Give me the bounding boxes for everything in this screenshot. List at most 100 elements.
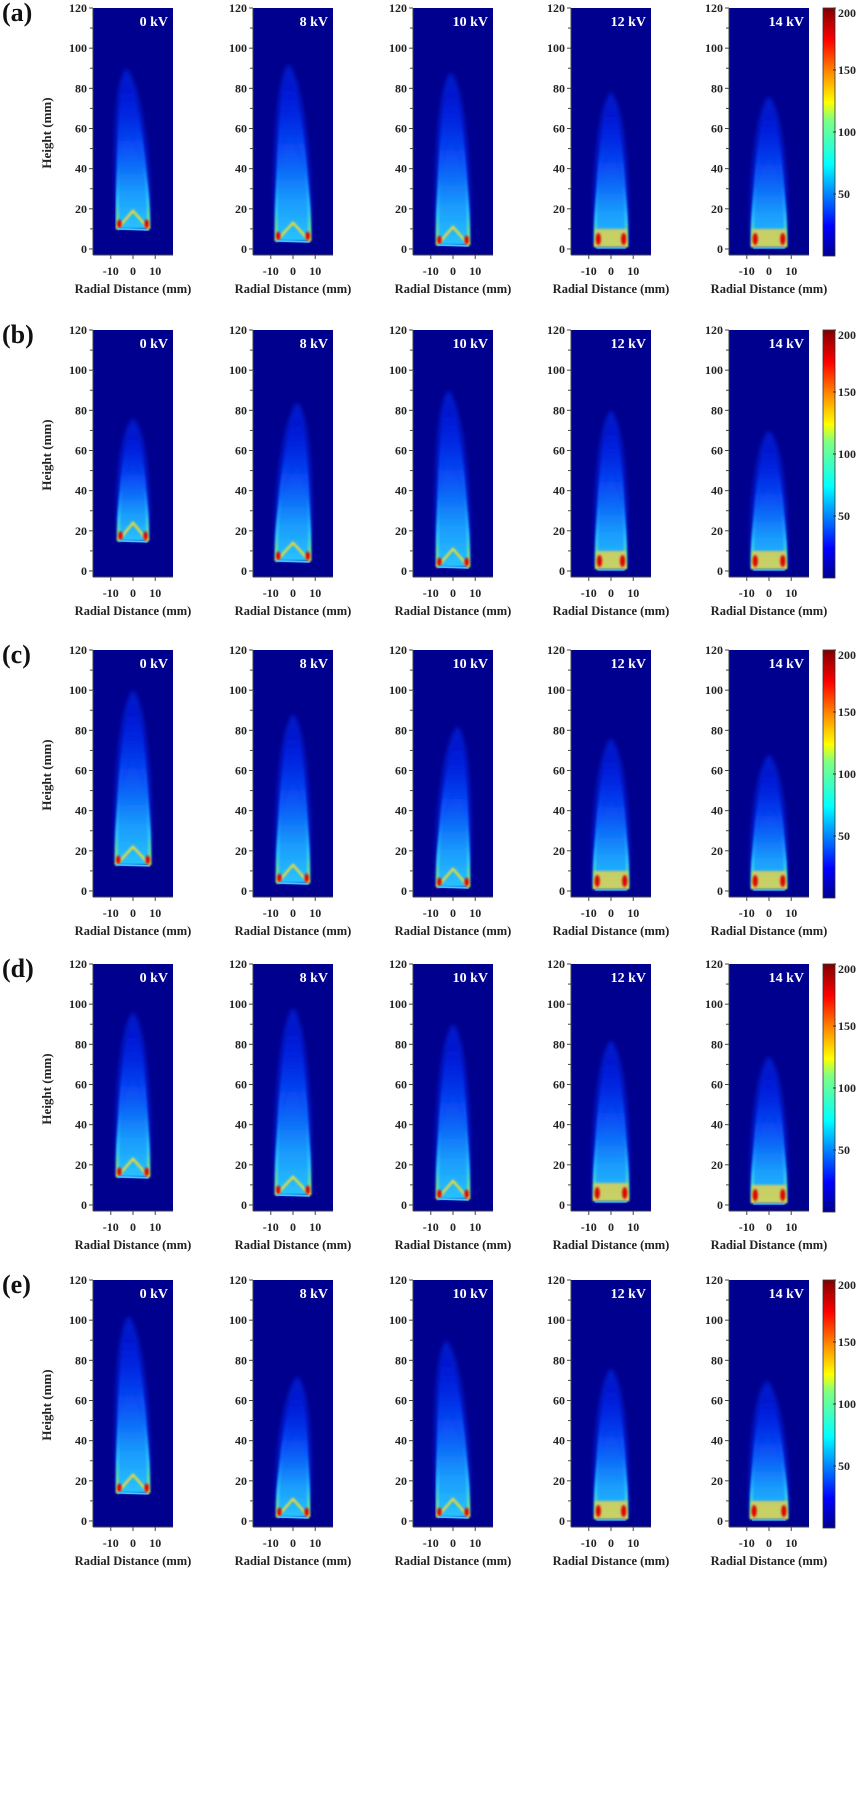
- x-axis-label: Radial Distance (mm): [75, 1238, 192, 1252]
- y-tick-label: 80: [75, 81, 87, 95]
- x-tick-label: 0: [608, 1220, 614, 1234]
- flame: [592, 738, 630, 891]
- y-tick-label: 100: [389, 997, 407, 1011]
- y-tick-label: 120: [229, 957, 247, 971]
- flame: [750, 754, 788, 891]
- flame-heatmap: 0 20 40 60 80 100 120 -10 0 10 0 kV Radial Distance…: [69, 643, 191, 938]
- flame-heatmap: 0 20 40 60 80 100 120 -10 0 10 12 kV Radial Distanc…: [547, 323, 669, 618]
- colorbar-tick-label: 200: [838, 962, 856, 976]
- y-tick-label: 20: [395, 1474, 407, 1488]
- y-tick-label: 120: [389, 957, 407, 971]
- x-axis-label: Radial Distance (mm): [395, 1238, 512, 1252]
- y-tick-label: 100: [229, 363, 247, 377]
- colorbar-tick-label: 150: [838, 63, 856, 77]
- x-tick-label: -10: [103, 1536, 119, 1550]
- y-tick-label: 60: [553, 763, 565, 777]
- y-tick-label: 100: [229, 1313, 247, 1327]
- y-tick-label: 0: [559, 564, 565, 578]
- flame: [593, 92, 629, 249]
- y-tick-label: 60: [711, 1077, 723, 1091]
- colorbar-tick-label: 50: [838, 1459, 850, 1473]
- flame: [435, 72, 471, 247]
- x-axis-label: Radial Distance (mm): [235, 1554, 352, 1568]
- flame-heatmap: 0 20 40 60 80 100 120 -10 0 10 12 kV Radial Distanc…: [547, 1273, 669, 1568]
- flame-heatmap: 0 20 40 60 80 100 120 -10 0 10 8 kV Radial Distance…: [229, 1, 351, 296]
- voltage-label: 8 kV: [300, 337, 328, 352]
- flame-heatmap: 0 20 40 60 80 100 120 -10 0 10 10 kV Radial Distanc…: [389, 323, 512, 618]
- y-tick-label: 120: [705, 957, 723, 971]
- colorbar-tick-label: 200: [838, 648, 856, 662]
- x-tick-label: 0: [290, 1536, 296, 1550]
- y-tick-label: 40: [235, 484, 247, 498]
- voltage-label: 8 kV: [300, 971, 328, 986]
- x-axis-label: Radial Distance (mm): [395, 924, 512, 938]
- y-tick-label: 100: [705, 363, 723, 377]
- y-tick-label: 80: [553, 403, 565, 417]
- y-tick-label: 60: [711, 443, 723, 457]
- x-tick-label: -10: [739, 586, 755, 600]
- axes: [89, 7, 173, 259]
- flame-panel: 0 20 40 60 80 100 120 -10 0 10 10 kV Radial Distanc…: [360, 0, 520, 310]
- y-tick-label: 120: [389, 1, 407, 15]
- y-tick-label: 80: [395, 1037, 407, 1051]
- x-axis-label: Radial Distance (mm): [395, 604, 512, 618]
- y-tick-label: 40: [553, 1118, 565, 1132]
- x-tick-label: -10: [103, 264, 119, 278]
- y-tick-label: 0: [81, 564, 87, 578]
- y-tick-label: 100: [69, 363, 87, 377]
- flame-panel: 0 20 40 60 80 100 120 -10 0 10 8 kV Radial Distance…: [200, 0, 360, 310]
- y-tick-label: 40: [711, 1434, 723, 1448]
- x-tick-label: -10: [739, 1220, 755, 1234]
- colorbar-tick-label: 200: [838, 328, 856, 342]
- x-tick-label: 0: [766, 586, 772, 600]
- axes: [89, 1279, 173, 1531]
- colorbar: 50 100 150 200: [822, 6, 856, 257]
- x-axis-label: Radial Distance (mm): [553, 924, 670, 938]
- x-axis-label: Radial Distance (mm): [711, 1238, 828, 1252]
- y-tick-label: 20: [553, 1158, 565, 1172]
- x-axis-label: Radial Distance (mm): [711, 282, 828, 296]
- x-tick-label: 10: [469, 1536, 481, 1550]
- y-tick-label: 40: [235, 1118, 247, 1132]
- axes: [249, 1279, 333, 1531]
- y-tick-label: 20: [235, 1158, 247, 1172]
- flame: [116, 418, 150, 543]
- x-tick-label: 0: [130, 906, 136, 920]
- x-tick-label: -10: [581, 1536, 597, 1550]
- flame-panel: 0 20 40 60 80 100 120 -10 0 10 8 kV Radial Distance…: [200, 956, 360, 1266]
- y-tick-label: 100: [389, 1313, 407, 1327]
- y-tick-label: 20: [711, 202, 723, 216]
- colorbar-tick-label: 150: [838, 1019, 856, 1033]
- flame-panel: 0 20 40 60 80 100 120 -10 0 10 14 kV Radial Distanc…: [676, 642, 836, 952]
- flame-panel: 0 20 40 60 80 100 120 -10 0 10 14 kV Radial Distanc…: [676, 1272, 836, 1582]
- x-tick-label: 0: [608, 264, 614, 278]
- y-tick-label: 0: [717, 242, 723, 256]
- x-tick-label: 0: [130, 1536, 136, 1550]
- y-tick-label: 60: [395, 443, 407, 457]
- flame-panel: 0 20 40 60 80 100 120 -10 0 10 0 kV Radial Distance…: [40, 0, 200, 310]
- x-tick-label: 10: [785, 906, 797, 920]
- x-axis-label: Radial Distance (mm): [553, 1238, 670, 1252]
- x-tick-label: -10: [263, 264, 279, 278]
- flame-heatmap: 0 20 40 60 80 100 120 -10 0 10 12 kV Radial Distanc…: [547, 957, 670, 1252]
- y-tick-label: 100: [69, 1313, 87, 1327]
- x-tick-label: 10: [309, 1536, 321, 1550]
- y-tick-label: 60: [235, 443, 247, 457]
- x-tick-label: 10: [309, 586, 321, 600]
- x-axis-label: Radial Distance (mm): [711, 604, 828, 618]
- flame-panel: 0 20 40 60 80 100 120 -10 0 10 10 kV Radial Distanc…: [360, 1272, 520, 1582]
- y-tick-label: 20: [711, 844, 723, 858]
- subfigure-row: (a) Height (mm) 0 20 40 60 80 100 120 -10 0 10 0 kV R…: [0, 0, 866, 318]
- y-tick-label: 100: [229, 997, 247, 1011]
- colorbar-tick-label: 100: [838, 767, 856, 781]
- flame-heatmap: 0 20 40 60 80 100 120 -10 0 10 8 kV Radial Distance…: [229, 957, 351, 1252]
- y-tick-label: 80: [235, 723, 247, 737]
- y-tick-label: 20: [75, 524, 87, 538]
- y-tick-label: 20: [75, 844, 87, 858]
- x-tick-label: 0: [290, 586, 296, 600]
- axes: [725, 963, 809, 1215]
- x-tick-label: 10: [309, 264, 321, 278]
- flame-heatmap: 0 20 40 60 80 100 120 -10 0 10 10 kV Radial Distanc…: [389, 1273, 511, 1568]
- axes: [567, 1279, 651, 1531]
- colorbar: 50 100 150 200: [822, 648, 856, 899]
